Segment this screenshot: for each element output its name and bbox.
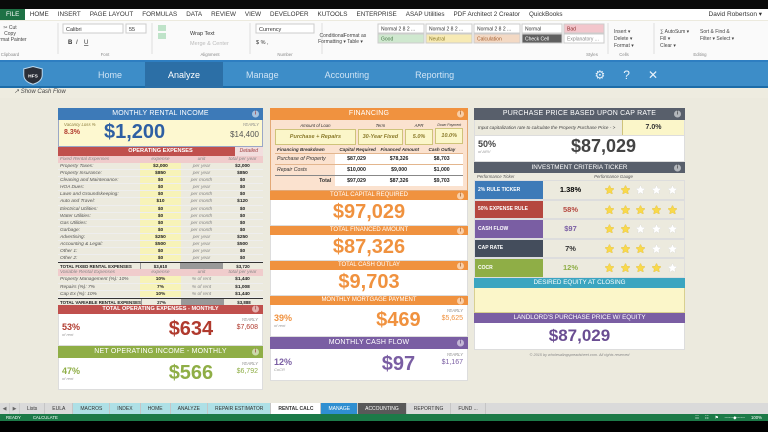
svg-text:Number: Number [277,52,293,57]
svg-text:U: U [84,40,88,46]
svg-text:Alignment: Alignment [200,52,220,57]
svg-text:Clear ▾: Clear ▾ [660,43,676,49]
svg-text:Normal: Normal [525,27,541,33]
svg-text:Formatting ▾: Formatting ▾ [318,39,346,45]
svg-text:Clipboard: Clipboard [1,52,20,57]
svg-text:$ % ,: $ % , [256,40,269,46]
svg-text:Wrap Text: Wrap Text [190,31,215,37]
svg-text:Sort & Find &: Sort & Find & [700,29,730,35]
svg-text:Explanatory ...: Explanatory ... [567,37,599,43]
svg-text:B: B [68,40,73,46]
svg-text:Check Cell: Check Cell [525,37,549,43]
svg-text:Normal 2 8 2 ...: Normal 2 8 2 ... [429,27,463,33]
svg-text:Currency: Currency [259,27,282,33]
svg-text:Styles: Styles [586,52,598,57]
svg-text:HFS: HFS [28,73,38,79]
svg-text:Merge & Center: Merge & Center [190,41,229,47]
svg-text:Bad: Bad [567,27,576,33]
svg-text:Insert ▾: Insert ▾ [614,29,631,35]
svg-text:Neutral: Neutral [429,37,445,43]
svg-text:Editing: Editing [693,52,707,57]
svg-text:55: 55 [129,27,135,33]
svg-text:Cells: Cells [619,52,629,57]
svg-text:Fill ▾: Fill ▾ [660,36,671,42]
svg-text:Format Painter: Format Painter [0,37,27,43]
svg-text:Delete ▾: Delete ▾ [614,36,633,42]
svg-text:Good: Good [381,37,393,43]
svg-text:Normal 2 8 2 ...: Normal 2 8 2 ... [477,27,511,33]
svg-text:∑ AutoSum ▾: ∑ AutoSum ▾ [660,29,690,35]
svg-text:Format ▾: Format ▾ [614,43,634,49]
svg-text:Calculation: Calculation [477,37,502,43]
svg-text:Normal 2 8 2 ...: Normal 2 8 2 ... [381,27,415,33]
svg-text:Table ▾: Table ▾ [347,39,363,45]
svg-text:Font: Font [101,52,110,57]
svg-text:Calibri: Calibri [66,27,82,33]
svg-text:Filter ▾ Select ▾: Filter ▾ Select ▾ [700,36,735,42]
svg-text:I: I [76,40,78,46]
